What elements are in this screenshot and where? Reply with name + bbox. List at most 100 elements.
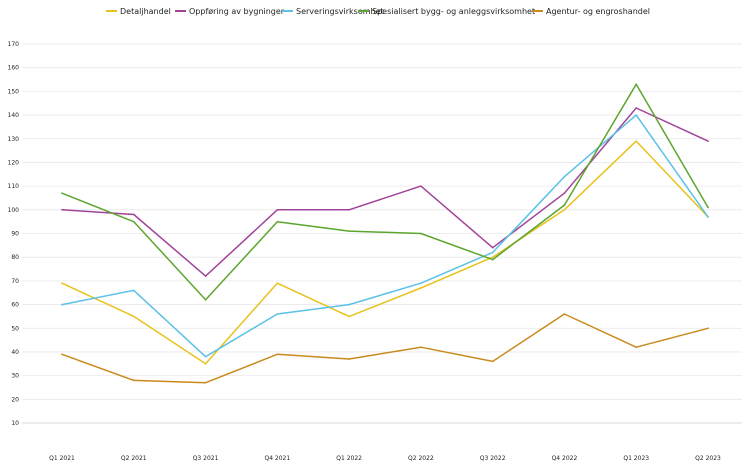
legend-item: Detaljhandel: [106, 7, 171, 16]
legend-label: Detaljhandel: [120, 7, 171, 16]
data-point: [563, 209, 566, 211]
y-tick-label: 100: [8, 207, 20, 214]
data-point: [563, 204, 566, 206]
grid: [22, 43, 742, 424]
y-tick-label: 150: [8, 88, 20, 95]
data-point: [204, 381, 207, 384]
data-point: [420, 346, 422, 349]
y-tick-label: 60: [11, 302, 19, 309]
series-5: [61, 313, 709, 384]
data-point: [348, 303, 350, 306]
x-tick-label: Q2 2022: [408, 455, 434, 462]
legend: Detaljhandel Oppføring av bygninger Server…: [106, 7, 650, 16]
data-point: [707, 206, 709, 209]
y-tick-label: 20: [11, 396, 19, 403]
y-axis-tick-labels: 10 20 30 40 50 60 70 80 90 100 110 120 130 140 150 160 1…: [8, 41, 20, 427]
y-tick-label: 160: [8, 65, 20, 72]
data-point: [276, 353, 279, 356]
data-point: [276, 282, 279, 285]
y-tick-label: 90: [11, 231, 19, 238]
series-1: [61, 140, 709, 365]
x-tick-label: Q2 2023: [695, 455, 721, 462]
legend-label: Spesialisert bygg- og anleggsvirksomhet: [372, 7, 535, 16]
data-point: [563, 175, 566, 178]
x-tick-label: Q3 2021: [193, 455, 219, 462]
data-point: [204, 299, 207, 301]
data-point: [491, 256, 494, 258]
x-tick-label: Q4 2021: [264, 455, 290, 462]
y-tick-label: 10: [11, 420, 19, 427]
data-point: [61, 192, 63, 195]
data-point: [420, 185, 422, 187]
data-point: [132, 289, 135, 292]
series-line: [61, 107, 709, 277]
x-tick-label: Q1 2021: [49, 455, 75, 462]
data-point: [276, 313, 279, 315]
data-point: [563, 192, 566, 195]
data-point: [348, 209, 350, 211]
data-point: [132, 213, 135, 216]
data-point: [276, 209, 279, 211]
x-tick-label: Q1 2023: [623, 455, 649, 462]
data-point: [204, 275, 207, 277]
data-point: [348, 358, 350, 360]
series-lines: [61, 83, 709, 384]
data-point: [204, 355, 207, 358]
data-point: [204, 362, 207, 365]
data-point: [61, 282, 63, 285]
series-line: [61, 83, 709, 301]
y-tick-label: 80: [11, 254, 19, 261]
data-point: [420, 282, 422, 285]
data-point: [635, 83, 638, 86]
x-tick-label: Q4 2022: [552, 455, 578, 462]
data-point: [491, 360, 494, 363]
data-point: [276, 220, 279, 223]
x-axis-tick-labels: Q1 2021 Q2 2021 Q3 2021 Q4 2021 Q1 2022 Q2 20…: [49, 455, 721, 462]
series-line: [61, 313, 709, 384]
x-tick-label: Q2 2021: [121, 455, 147, 462]
data-point: [563, 313, 566, 315]
y-tick-label: 130: [8, 136, 20, 143]
data-point: [491, 246, 494, 249]
data-point: [132, 379, 135, 382]
y-tick-label: 50: [11, 325, 19, 332]
legend-item: Oppføring av bygninger: [175, 7, 285, 16]
y-tick-label: 70: [11, 278, 19, 285]
series-line: [61, 140, 709, 365]
data-point: [132, 220, 135, 223]
data-point: [61, 353, 63, 356]
data-point: [635, 107, 638, 109]
y-tick-label: 170: [8, 41, 20, 48]
data-point: [132, 315, 135, 318]
data-point: [420, 232, 422, 235]
y-tick-label: 120: [8, 159, 20, 166]
data-point: [635, 346, 638, 349]
x-tick-label: Q1 2022: [336, 455, 362, 462]
y-tick-label: 30: [11, 373, 19, 380]
data-point: [348, 315, 350, 318]
legend-item: Spesialisert bygg- og anleggsvirksomhet: [358, 7, 535, 16]
data-point: [348, 230, 350, 232]
legend-item: Serveringsvirksomhet: [282, 7, 384, 16]
legend-label: Oppføring av bygninger: [189, 7, 285, 16]
y-tick-label: 40: [11, 349, 19, 356]
data-point: [491, 251, 494, 254]
data-point: [635, 114, 638, 116]
series-4: [61, 83, 709, 301]
data-point: [707, 140, 709, 142]
data-point: [707, 216, 709, 218]
legend-label: Serveringsvirksomhet: [296, 7, 384, 16]
data-point: [491, 258, 494, 261]
legend-label: Agentur- og engroshandel: [546, 7, 650, 16]
series-2: [61, 107, 709, 277]
data-point: [707, 327, 709, 330]
legend-item: Agentur- og engroshandel: [532, 7, 650, 16]
data-point: [61, 209, 63, 211]
data-point: [61, 303, 63, 306]
x-tick-label: Q3 2022: [480, 455, 506, 462]
data-point: [420, 287, 422, 289]
y-tick-label: 110: [8, 183, 20, 190]
data-point: [635, 140, 638, 142]
y-tick-label: 140: [8, 112, 20, 119]
